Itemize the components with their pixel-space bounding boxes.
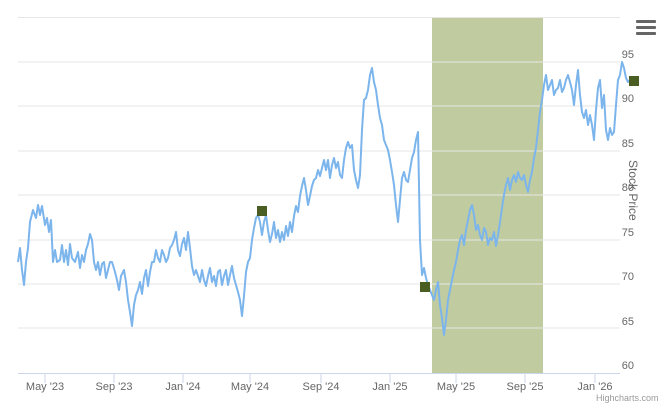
gridlines: [18, 17, 620, 329]
x-tick-label: May '24: [230, 381, 270, 393]
marker-point[interactable]: [257, 206, 267, 216]
menu-bar: [636, 32, 656, 35]
menu-bar: [636, 26, 656, 29]
menu-bar: [636, 20, 656, 23]
marker-point[interactable]: [629, 76, 639, 86]
x-tick-label: May '23: [25, 381, 65, 393]
y-tick-label: 70: [621, 271, 634, 283]
x-tick-label: Sep '24: [302, 381, 340, 393]
x-tick-label: Jan '24: [165, 381, 201, 393]
x-axis-ticks: [44, 373, 596, 383]
y-tick-label: 95: [621, 49, 634, 61]
price-line[interactable]: [17, 61, 631, 336]
x-tick-label: Jan '25: [372, 381, 408, 393]
x-tick-label: Jan '26: [577, 381, 613, 393]
y-tick-label: 90: [621, 93, 634, 105]
y-tick-label: 85: [621, 138, 634, 150]
x-tick-label: Sep '25: [506, 381, 544, 393]
y-axis-title: Stock Price: [626, 160, 640, 221]
y-tick-label: 65: [621, 316, 634, 328]
credits-link[interactable]: Highcharts.com: [596, 393, 659, 403]
y-tick-label: 60: [621, 360, 634, 372]
y-tick-label: 75: [621, 227, 634, 239]
x-tick-label: May '25: [436, 381, 476, 393]
y-tick-label: 80: [621, 182, 634, 194]
x-tick-label: Sep '23: [95, 381, 133, 393]
hamburger-menu-icon[interactable]: [636, 20, 656, 36]
marker-point[interactable]: [420, 282, 430, 292]
